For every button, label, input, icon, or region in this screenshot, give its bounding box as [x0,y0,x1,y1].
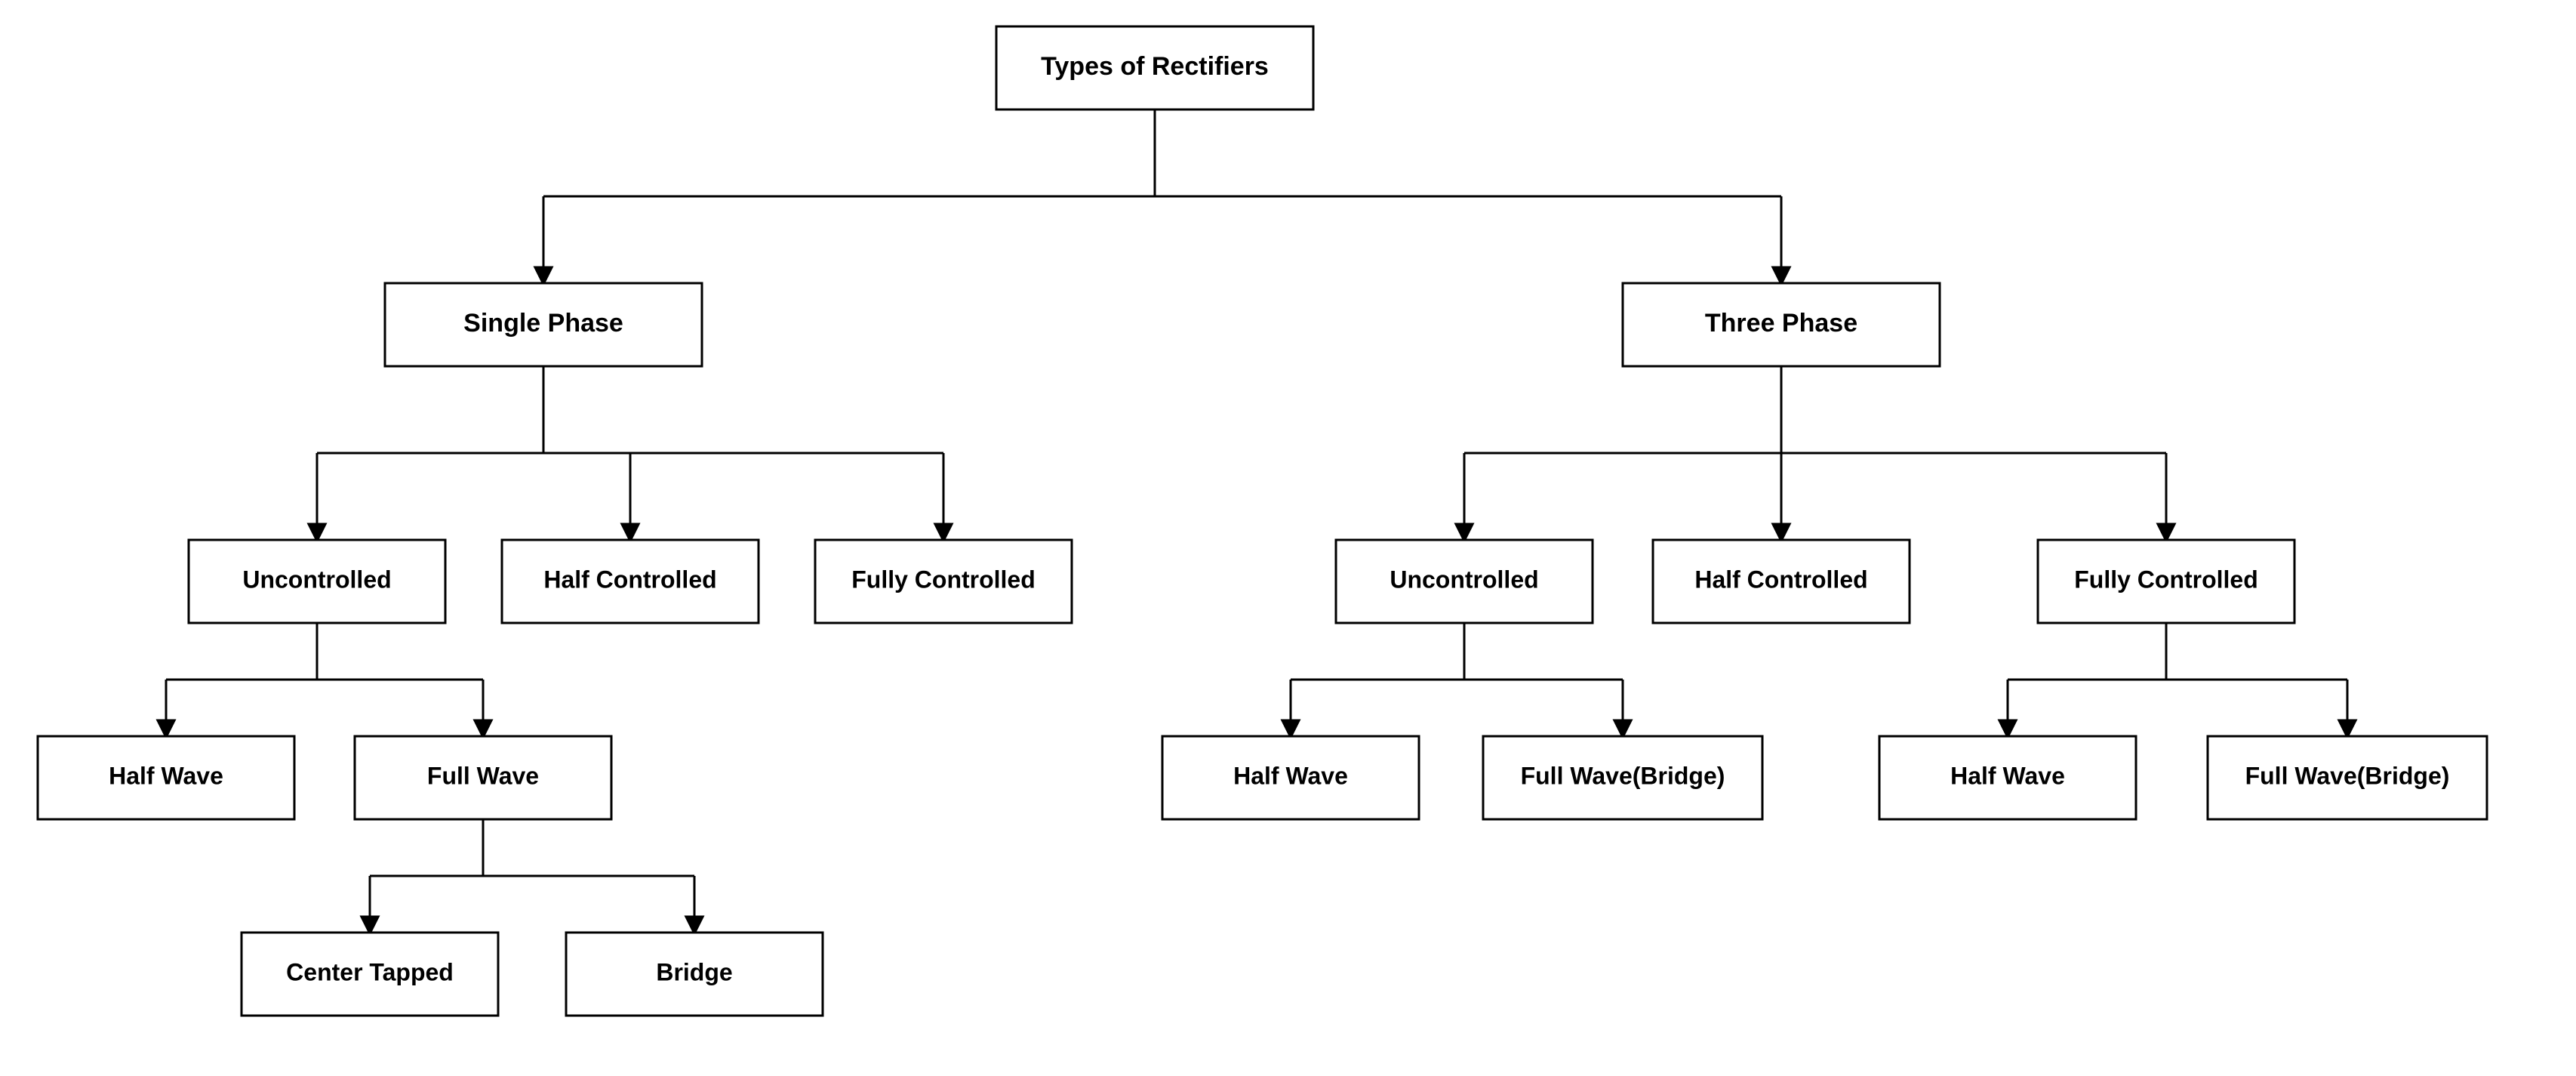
node-label: Types of Rectifiers [1041,52,1269,81]
node-three-phase: Three Phase [1623,283,1940,366]
node-label: Fully Controlled [2074,566,2258,593]
node-root: Types of Rectifiers [996,26,1313,109]
node-label: Half Wave [1950,762,2065,789]
node-label: Half Wave [109,762,223,789]
node-label: Half Controlled [1694,566,1867,593]
node-label: Bridge [656,958,732,985]
node-tp-fc-half: Half Wave [1879,736,2136,819]
node-label: Uncontrolled [1390,566,1538,593]
node-sp-fully-controlled: Fully Controlled [815,540,1072,623]
node-single-phase: Single Phase [385,283,702,366]
node-sp-full-wave: Full Wave [355,736,611,819]
node-tp-half-controlled: Half Controlled [1653,540,1910,623]
node-tp-unc-full: Full Wave(Bridge) [1483,736,1762,819]
node-center-tapped: Center Tapped [242,933,498,1016]
node-label: Full Wave(Bridge) [1521,762,1725,789]
node-tp-fully-controlled: Fully Controlled [2038,540,2294,623]
node-bridge: Bridge [566,933,823,1016]
node-label: Fully Controlled [851,566,1036,593]
node-label: Full Wave(Bridge) [2245,762,2450,789]
node-label: Center Tapped [286,958,454,985]
node-tp-fc-full: Full Wave(Bridge) [2208,736,2487,819]
rectifier-tree-diagram: Types of Rectifiers Single Phase Three Pha… [0,0,2576,1076]
node-label: Single Phase [463,309,623,338]
node-sp-uncontrolled: Uncontrolled [189,540,445,623]
node-sp-half-wave: Half Wave [38,736,294,819]
node-label: Three Phase [1705,309,1857,338]
node-tp-unc-half: Half Wave [1162,736,1419,819]
node-label: Half Controlled [543,566,716,593]
node-tp-uncontrolled: Uncontrolled [1336,540,1593,623]
node-label: Full Wave [427,762,539,789]
node-label: Uncontrolled [242,566,391,593]
node-sp-half-controlled: Half Controlled [502,540,759,623]
node-label: Half Wave [1233,762,1348,789]
